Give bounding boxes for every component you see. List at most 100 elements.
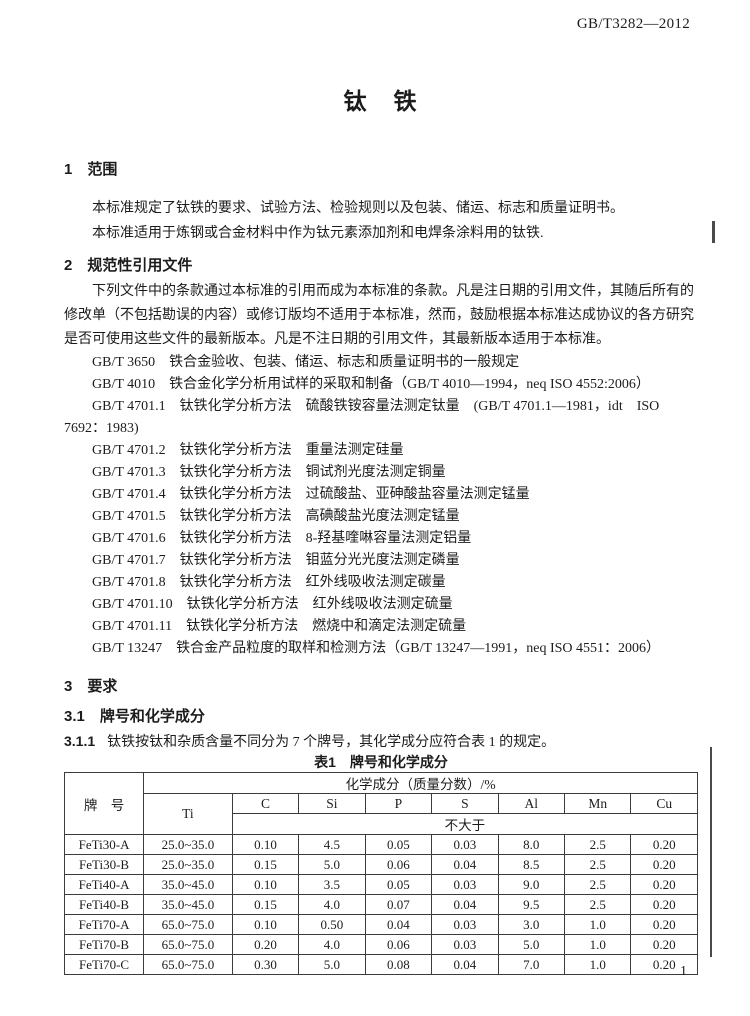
section-1-heading: 1 范围 [64, 161, 118, 178]
cell-c: 0.30 [231, 954, 300, 975]
reference-line: GB/T 13247 铁合金产品粒度的取样和检测方法（GB/T 13247—19… [92, 641, 661, 656]
cell-cu: 0.20 [630, 954, 698, 975]
reference-line: GB/T 4701.6 钛铁化学分析方法 8-羟基喹啉容量法测定铝量 [92, 531, 472, 546]
col-header-ti: Ti [143, 793, 233, 835]
cell-c: 0.10 [231, 874, 300, 895]
col-header-si: Si [298, 793, 366, 814]
cell-c: 0.15 [231, 854, 300, 875]
cell-c: 0.10 [231, 834, 300, 855]
cell-al: 9.0 [497, 874, 566, 895]
table-row: FeTi30-A 25.0~35.0 0.10 4.5 0.05 0.03 8.… [63, 834, 698, 855]
cell-p: 0.06 [364, 934, 433, 955]
cell-cu: 0.20 [630, 854, 698, 875]
cell-al: 9.5 [497, 894, 566, 915]
reference-line: GB/T 4701.1 钛铁化学分析方法 硫酸铁铵容量法测定钛量 (GB/T 4… [92, 399, 660, 414]
cell-si: 0.50 [298, 914, 366, 935]
col-header-s: S [431, 793, 499, 814]
reference-line: GB/T 4701.10 钛铁化学分析方法 红外线吸收法测定硫量 [92, 597, 453, 612]
cell-cu: 0.20 [630, 894, 698, 915]
reference-line: GB/T 4010 铁合金化学分析用试样的采取和制备（GB/T 4010—199… [92, 377, 650, 392]
cell-s: 0.04 [431, 954, 499, 975]
table-row: FeTi30-B 25.0~35.0 0.15 5.0 0.06 0.04 8.… [63, 854, 698, 875]
reference-line: GB/T 4701.7 钛铁化学分析方法 钼蓝分光光度法测定磷量 [92, 553, 460, 568]
cell-c: 0.15 [231, 894, 300, 915]
cell-s: 0.03 [431, 914, 499, 935]
cell-grade: FeTi70-B [63, 934, 145, 955]
table-row: FeTi70-C 65.0~75.0 0.30 5.0 0.08 0.04 7.… [63, 954, 698, 975]
cell-cu: 0.20 [630, 914, 698, 935]
page-content: GB/T3282—2012 钛 铁 1 范围 本标准规定了钛铁的要求、试验方法、… [63, 0, 699, 975]
section-2-heading: 2 规范性引用文件 [64, 257, 193, 274]
cell-si: 3.5 [298, 874, 366, 895]
cell-mn: 2.5 [563, 834, 632, 855]
cell-ti: 65.0~75.0 [143, 934, 233, 955]
cell-p: 0.05 [364, 874, 433, 895]
cell-si: 4.0 [298, 894, 366, 915]
cell-s: 0.04 [431, 854, 499, 875]
section-3-heading: 3 要求 [64, 678, 118, 695]
table-row: FeTi40-A 35.0~45.0 0.10 3.5 0.05 0.03 9.… [63, 874, 698, 895]
clause-3-1-1: 3.1.1 钛铁按钛和杂质含量不同分为 7 个牌号，其化学成分应符合表 1 的规定… [64, 730, 698, 754]
cell-grade: FeTi40-A [63, 874, 145, 895]
cell-mn: 1.0 [563, 934, 632, 955]
col-header-grade: 牌 号 [63, 772, 145, 835]
document-title: 钛 铁 [343, 88, 419, 114]
cell-ti: 65.0~75.0 [143, 954, 233, 975]
table-row: FeTi70-B 65.0~75.0 0.20 4.0 0.06 0.03 5.… [63, 934, 698, 955]
col-header-max: 不大于 [231, 813, 699, 835]
cell-cu: 0.20 [630, 874, 698, 895]
reference-line: GB/T 4701.3 钛铁化学分析方法 铜试剂光度法测定铜量 [92, 465, 446, 480]
clause-number: 3.1.1 [64, 733, 96, 749]
reference-line: GB/T 3650 铁合金验收、包装、储运、标志和质量证明书的一般规定 [92, 355, 520, 370]
cell-ti: 35.0~45.0 [143, 874, 233, 895]
cell-grade: FeTi30-A [63, 834, 145, 855]
revision-mark-scope [712, 221, 715, 243]
table-header-row-1: 牌 号 化学成分（质量分数）/% [63, 772, 698, 835]
cell-si: 4.5 [298, 834, 366, 855]
standard-code: GB/T3282—2012 [576, 16, 690, 32]
cell-si: 4.0 [298, 934, 366, 955]
table-row: FeTi70-A 65.0~75.0 0.10 0.50 0.04 0.03 3… [63, 914, 698, 935]
cell-grade: FeTi30-B [63, 854, 145, 875]
reference-line: GB/T 4701.2 钛铁化学分析方法 重量法测定硅量 [92, 443, 404, 458]
col-header-p: P [364, 793, 433, 814]
cell-grade: FeTi70-C [63, 954, 145, 975]
table-header-row-2: Ti C Si P S Al Mn Cu [65, 793, 698, 835]
cell-cu: 0.20 [630, 934, 698, 955]
table-1-caption: 表1 牌号和化学成分 [314, 754, 448, 770]
cell-ti: 35.0~45.0 [143, 894, 233, 915]
cell-ti: 65.0~75.0 [143, 914, 233, 935]
reference-line: 7692：1983) [64, 421, 139, 436]
cell-p: 0.08 [364, 954, 433, 975]
cell-grade: FeTi70-A [63, 914, 145, 935]
cell-si: 5.0 [298, 954, 366, 975]
cell-mn: 2.5 [563, 854, 632, 875]
cell-c: 0.10 [231, 914, 300, 935]
cell-al: 8.5 [497, 854, 566, 875]
cell-s: 0.04 [431, 894, 499, 915]
table-row: FeTi40-B 35.0~45.0 0.15 4.0 0.07 0.04 9.… [63, 894, 698, 915]
revision-mark-table [710, 747, 712, 957]
cell-mn: 1.0 [563, 914, 632, 935]
cell-s: 0.03 [431, 834, 499, 855]
reference-line: GB/T 4701.8 钛铁化学分析方法 红外线吸收法测定碳量 [92, 575, 446, 590]
reference-line: GB/T 4701.11 钛铁化学分析方法 燃烧中和滴定法测定硫量 [92, 619, 467, 634]
cell-p: 0.06 [364, 854, 433, 875]
references-intro-line: 是否可使用这些文件的最新版本。凡是不注日期的引用文件，其最新版本适用于本标准。 [64, 332, 610, 347]
reference-line: GB/T 4701.5 钛铁化学分析方法 高碘酸盐光度法测定锰量 [92, 509, 460, 524]
col-header-mn: Mn [563, 793, 632, 814]
reference-line: GB/T 4701.4 钛铁化学分析方法 过硫酸盐、亚砷酸盐容量法测定锰量 [92, 487, 530, 502]
cell-al: 3.0 [497, 914, 566, 935]
references-intro-line: 下列文件中的条款通过本标准的引用而成为本标准的条款。凡是注日期的引用文件，其随后… [92, 284, 694, 299]
cell-c: 0.20 [231, 934, 300, 955]
cell-mn: 2.5 [563, 874, 632, 895]
scope-paragraph-2: 本标准适用于炼钢或合金材料中作为钛元素添加剂和电焊条涂料用的钛铁. [92, 226, 544, 241]
col-header-cu: Cu [630, 793, 698, 814]
cell-ti: 25.0~35.0 [143, 854, 233, 875]
cell-mn: 2.5 [563, 894, 632, 915]
page-number: 1 [680, 964, 687, 979]
section-3-1-heading: 3.1 牌号和化学成分 [64, 708, 205, 725]
cell-al: 7.0 [497, 954, 566, 975]
references-intro-line: 修改单（不包括勘误的内容）或修订版均不适用于本标准，然而，鼓励根据本标准达成协议… [64, 308, 694, 323]
